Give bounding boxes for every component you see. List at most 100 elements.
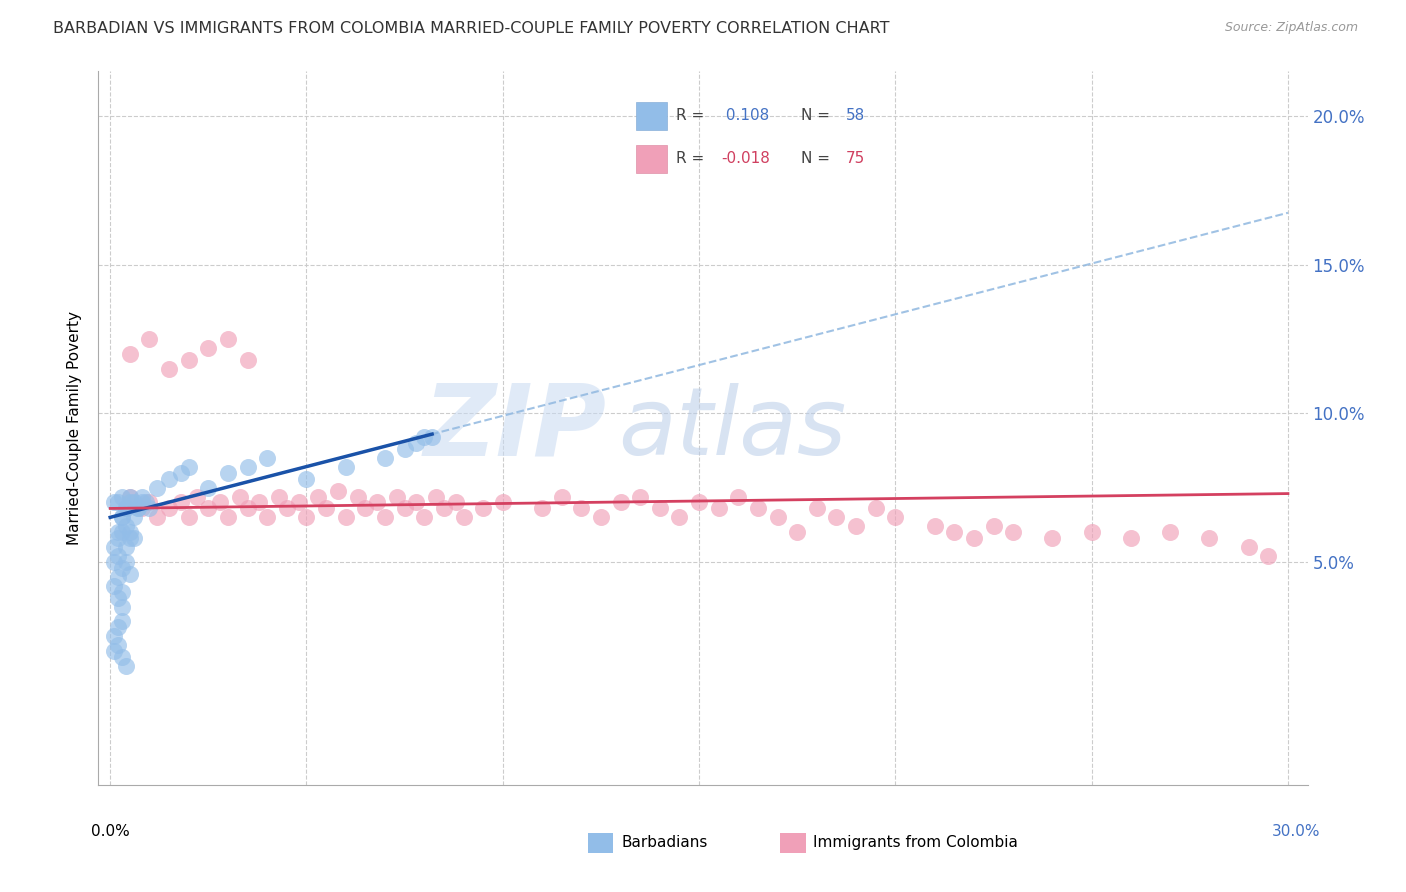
Point	[236, 459, 259, 474]
Point	[111, 615, 134, 629]
Point	[806, 501, 828, 516]
Point	[186, 490, 208, 504]
Point	[209, 495, 232, 509]
Point	[688, 495, 710, 509]
Point	[385, 490, 408, 504]
Point	[103, 555, 125, 569]
Point	[394, 501, 416, 516]
Point	[492, 495, 515, 509]
Point	[135, 495, 157, 509]
Point	[444, 495, 467, 509]
Point	[287, 495, 309, 509]
Point	[727, 490, 749, 504]
Point	[1237, 540, 1260, 554]
Point	[217, 466, 239, 480]
Point	[747, 501, 769, 516]
Point	[115, 501, 138, 516]
Point	[374, 450, 396, 465]
Point	[103, 629, 125, 643]
Point	[197, 481, 219, 495]
Point	[267, 490, 290, 504]
Point	[138, 501, 160, 516]
Point	[115, 501, 138, 516]
Text: Source: ZipAtlas.com: Source: ZipAtlas.com	[1225, 21, 1358, 34]
Point	[111, 490, 134, 504]
Point	[247, 495, 270, 509]
Point	[157, 472, 180, 486]
Point	[138, 495, 160, 509]
Point	[107, 549, 129, 563]
Point	[103, 540, 125, 554]
Point	[111, 525, 134, 540]
Point	[884, 510, 907, 524]
Point	[107, 531, 129, 545]
Point	[170, 495, 193, 509]
Point	[138, 332, 160, 346]
Point	[924, 519, 946, 533]
Point	[668, 510, 690, 524]
Point	[236, 501, 259, 516]
Point	[354, 501, 377, 516]
Point	[766, 510, 789, 524]
Point	[256, 450, 278, 465]
Point	[335, 459, 357, 474]
Point	[146, 481, 169, 495]
Point	[118, 347, 141, 361]
Point	[983, 519, 1005, 533]
Point	[295, 510, 318, 524]
Point	[1080, 525, 1102, 540]
Point	[1198, 531, 1220, 545]
Point	[569, 501, 592, 516]
Point	[786, 525, 808, 540]
Point	[131, 490, 153, 504]
Point	[115, 519, 138, 533]
Text: atlas: atlas	[619, 383, 846, 474]
Point	[326, 483, 349, 498]
Point	[229, 490, 252, 504]
Point	[177, 459, 200, 474]
Point	[157, 501, 180, 516]
Text: Barbadians: Barbadians	[621, 836, 707, 850]
Point	[111, 510, 134, 524]
Point	[177, 352, 200, 367]
Point	[118, 566, 141, 581]
Point	[177, 510, 200, 524]
Point	[118, 490, 141, 504]
Point	[131, 495, 153, 509]
Point	[107, 570, 129, 584]
Point	[845, 519, 868, 533]
Point	[127, 501, 149, 516]
Point	[131, 501, 153, 516]
Point	[1002, 525, 1025, 540]
Point	[707, 501, 730, 516]
Point	[825, 510, 848, 524]
Point	[107, 525, 129, 540]
Point	[315, 501, 337, 516]
Point	[865, 501, 887, 516]
Point	[405, 436, 427, 450]
Point	[648, 501, 671, 516]
Point	[157, 361, 180, 376]
Point	[531, 501, 554, 516]
Point	[1042, 531, 1064, 545]
Point	[472, 501, 495, 516]
Point	[963, 531, 986, 545]
Point	[111, 510, 134, 524]
Point	[103, 579, 125, 593]
Text: BARBADIAN VS IMMIGRANTS FROM COLOMBIA MARRIED-COUPLE FAMILY POVERTY CORRELATION : BARBADIAN VS IMMIGRANTS FROM COLOMBIA MA…	[53, 21, 890, 36]
Point	[1119, 531, 1142, 545]
Point	[122, 510, 145, 524]
Text: Immigrants from Colombia: Immigrants from Colombia	[813, 836, 1018, 850]
Point	[127, 501, 149, 516]
Point	[115, 540, 138, 554]
Text: 30.0%: 30.0%	[1271, 823, 1320, 838]
Point	[115, 659, 138, 673]
Point	[405, 495, 427, 509]
Point	[628, 490, 651, 504]
Point	[170, 466, 193, 480]
Point	[1159, 525, 1181, 540]
Point	[122, 531, 145, 545]
Point	[236, 352, 259, 367]
Point	[122, 495, 145, 509]
Point	[1257, 549, 1279, 563]
